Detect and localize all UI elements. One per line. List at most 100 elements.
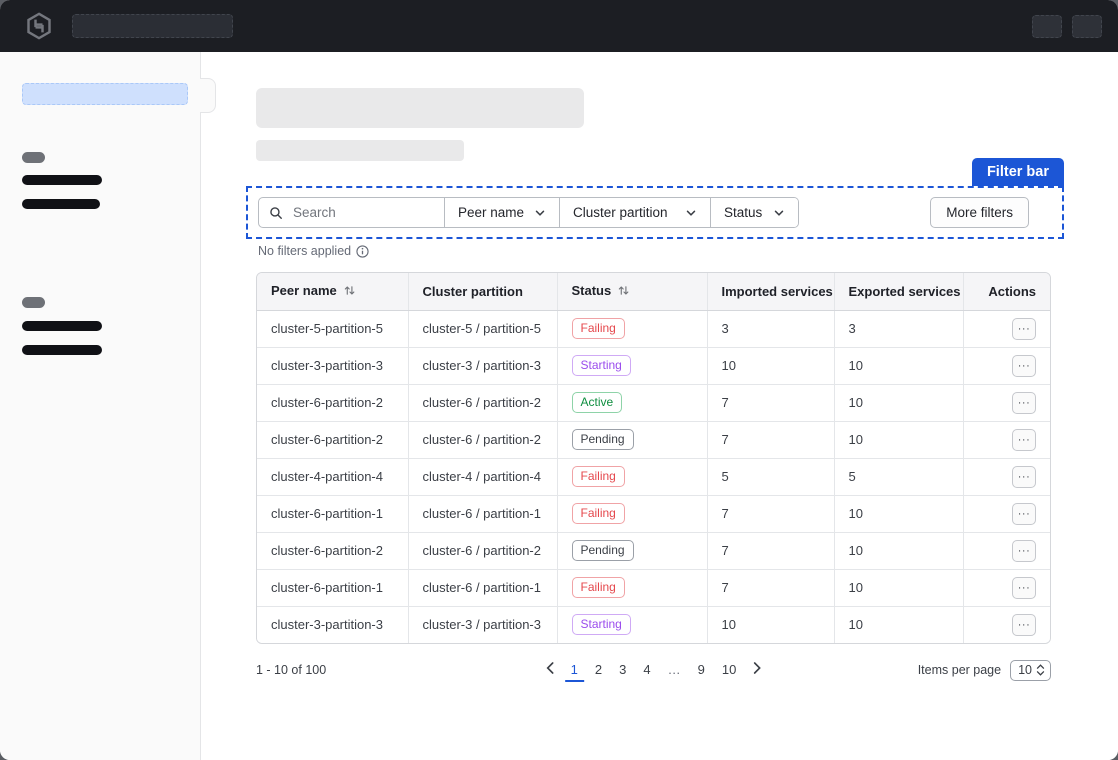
status-filter-dropdown[interactable]: Status xyxy=(710,198,798,227)
row-actions-button[interactable]: ··· xyxy=(1012,502,1036,525)
row-actions-button[interactable]: ··· xyxy=(1012,428,1036,451)
topnav-actions xyxy=(1032,14,1102,38)
row-actions-button[interactable]: ··· xyxy=(1012,539,1036,562)
row-actions-button[interactable]: ··· xyxy=(1012,391,1036,414)
search-input[interactable] xyxy=(291,204,434,221)
sidebar-toggle-handle[interactable] xyxy=(200,78,216,113)
cluster-partition-cell: cluster-5 / partition-5 xyxy=(408,310,558,348)
cluster-partition-cell: cluster-3 / partition-3 xyxy=(408,606,558,643)
exported-services-cell: 10 xyxy=(834,495,964,533)
skeleton-sidebar-link-1 xyxy=(22,175,102,185)
previous-page-button[interactable] xyxy=(540,659,560,682)
cluster-partition-cell: cluster-4 / partition-4 xyxy=(408,458,558,496)
cluster-partition-filter-label: Cluster partition xyxy=(573,205,668,220)
peer-name-filter-dropdown[interactable]: Peer name xyxy=(444,198,559,227)
table-row: cluster-6-partition-2 cluster-6 / partiti… xyxy=(257,532,1050,570)
status-badge: Failing xyxy=(571,466,625,487)
status-cell: Pending xyxy=(557,532,708,570)
status-cell: Failing xyxy=(557,310,708,348)
pagination-page-9[interactable]: 9 xyxy=(692,659,711,682)
imported-services-cell: 3 xyxy=(707,310,835,348)
filters-status-text: No filters applied xyxy=(258,244,352,258)
exported-services-cell: 3 xyxy=(834,310,964,348)
peers-table: Peer name Cluster partition Status Imported… xyxy=(256,272,1051,644)
main-content: Filter bar xyxy=(201,52,1118,760)
peer-name-cell: cluster-6-partition-1 xyxy=(257,495,409,533)
imported-services-cell: 7 xyxy=(707,569,835,607)
chevron-down-icon xyxy=(534,207,546,219)
search-field[interactable] xyxy=(259,198,444,227)
table-body: cluster-5-partition-5 cluster-5 / partiti… xyxy=(257,310,1050,643)
status-cell: Failing xyxy=(557,458,708,496)
pagination-page-1[interactable]: 1 xyxy=(564,659,584,682)
filter-control-group: Peer name Cluster partition xyxy=(258,197,799,228)
hashicorp-logo-icon xyxy=(24,11,54,41)
row-actions-button[interactable]: ··· xyxy=(1012,576,1036,599)
column-header-actions: Actions xyxy=(963,273,1050,311)
sidebar xyxy=(0,52,201,760)
column-header-exported-services: Exported services xyxy=(834,273,964,311)
skeleton-sidebar-link-3 xyxy=(22,321,102,331)
cluster-partition-cell: cluster-6 / partition-1 xyxy=(408,569,558,607)
search-icon xyxy=(269,206,283,220)
stepper-icon xyxy=(1036,664,1045,676)
pagination-ellipsis: … xyxy=(662,659,687,682)
pagination-pages: 1 2 3 4 … 9 10 xyxy=(540,659,768,682)
status-badge: Starting xyxy=(571,614,631,636)
imported-services-cell: 10 xyxy=(707,347,835,385)
table-row: cluster-6-partition-2 cluster-6 / partiti… xyxy=(257,421,1050,459)
exported-services-cell: 10 xyxy=(834,384,964,422)
column-header-cluster-partition: Cluster partition xyxy=(408,273,558,311)
table-row: cluster-5-partition-5 cluster-5 / partiti… xyxy=(257,310,1050,348)
sort-icon xyxy=(343,285,356,300)
cluster-partition-filter-dropdown[interactable]: Cluster partition xyxy=(559,198,710,227)
actions-cell: ··· xyxy=(963,495,1050,533)
status-cell: Pending xyxy=(557,421,708,459)
cluster-partition-cell: cluster-6 / partition-1 xyxy=(408,495,558,533)
table-row: cluster-3-partition-3 cluster-3 / partiti… xyxy=(257,606,1050,643)
status-cell: Active xyxy=(557,384,708,422)
cluster-partition-cell: cluster-3 / partition-3 xyxy=(408,347,558,385)
skeleton-nav-action-1 xyxy=(1032,14,1062,38)
items-per-page-select[interactable]: 10 xyxy=(1010,659,1051,681)
row-actions-button[interactable]: ··· xyxy=(1012,465,1036,488)
imported-services-cell: 10 xyxy=(707,606,835,643)
peer-name-cell: cluster-6-partition-2 xyxy=(257,384,409,422)
pagination-page-3[interactable]: 3 xyxy=(613,659,632,682)
column-header-peer-name[interactable]: Peer name xyxy=(257,273,409,311)
column-header-status[interactable]: Status xyxy=(557,273,708,311)
actions-cell: ··· xyxy=(963,569,1050,607)
row-actions-button[interactable]: ··· xyxy=(1012,354,1036,377)
items-per-page: Items per page 10 xyxy=(917,659,1051,681)
table-row: cluster-6-partition-1 cluster-6 / partiti… xyxy=(257,495,1050,533)
row-actions-button[interactable]: ··· xyxy=(1012,613,1036,636)
status-badge: Failing xyxy=(571,318,625,339)
peer-name-cell: cluster-5-partition-5 xyxy=(257,310,409,348)
info-icon[interactable] xyxy=(356,244,369,258)
imported-services-cell: 7 xyxy=(707,384,835,422)
filter-bar-region: Filter bar xyxy=(246,158,1064,239)
peer-name-cell: cluster-3-partition-3 xyxy=(257,347,409,385)
status-filter-label: Status xyxy=(724,205,763,220)
status-badge: Pending xyxy=(571,429,634,450)
pagination-page-4[interactable]: 4 xyxy=(637,659,656,682)
exported-services-cell: 10 xyxy=(834,421,964,459)
exported-services-cell: 10 xyxy=(834,532,964,570)
imported-services-cell: 7 xyxy=(707,495,835,533)
peer-name-cell: cluster-6-partition-2 xyxy=(257,532,409,570)
pagination-page-2[interactable]: 2 xyxy=(589,659,608,682)
filters-status: No filters applied xyxy=(258,244,1118,258)
peer-name-cell: cluster-6-partition-2 xyxy=(257,421,409,459)
pagination-page-10[interactable]: 10 xyxy=(716,659,742,682)
more-filters-button[interactable]: More filters xyxy=(930,197,1029,228)
next-page-button[interactable] xyxy=(747,659,767,682)
row-actions-button[interactable]: ··· xyxy=(1012,317,1036,340)
skeleton-page-subtitle xyxy=(256,140,464,161)
status-cell: Failing xyxy=(557,569,708,607)
items-per-page-label: Items per page xyxy=(917,663,1002,677)
actions-cell: ··· xyxy=(963,458,1050,496)
skeleton-page-title xyxy=(256,88,584,128)
table-row: cluster-6-partition-1 cluster-6 / partiti… xyxy=(257,569,1050,607)
imported-services-cell: 7 xyxy=(707,532,835,570)
cluster-partition-cell: cluster-6 / partition-2 xyxy=(408,384,558,422)
